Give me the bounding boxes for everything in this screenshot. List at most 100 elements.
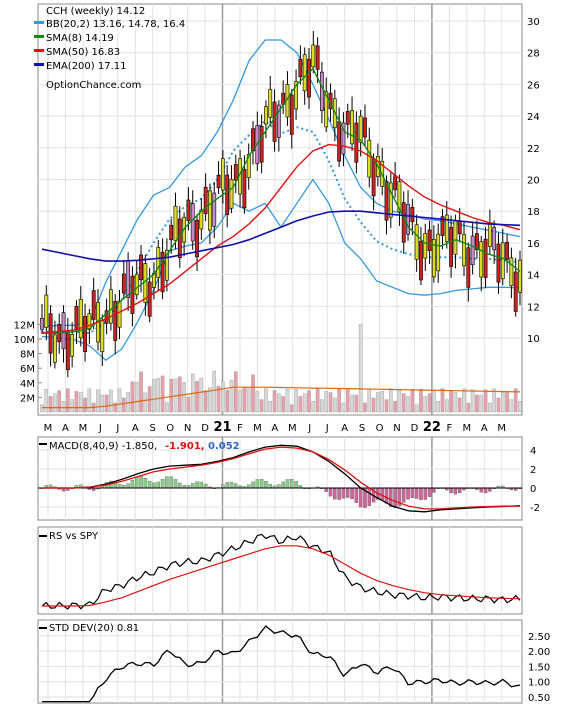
volume-bar: [48, 396, 53, 413]
volume-bar: [40, 404, 44, 413]
candle-body: [100, 320, 105, 353]
month-tick-label: O: [376, 423, 384, 434]
volume-bar: [74, 391, 79, 413]
candle-body: [74, 306, 79, 331]
volume-bar: [475, 394, 479, 413]
volume-bar: [78, 392, 83, 413]
volume-bar: [251, 374, 255, 413]
volume-bar: [233, 371, 238, 413]
std-legend: STD DEV(20) 0.81: [39, 623, 139, 634]
candle-body: [225, 174, 230, 215]
candle-body: [401, 202, 406, 243]
std-legend-swatch: [39, 627, 47, 629]
volume-bar: [53, 393, 57, 413]
macd-histogram-bar: [264, 481, 268, 489]
volume-bar: [199, 378, 204, 413]
macd-tick-label: -2: [530, 503, 540, 514]
legend-ema200: EMA(200) 17.11: [46, 61, 126, 72]
month-tick-label: J: [98, 423, 102, 434]
candle-body: [126, 260, 131, 298]
macd-histogram-bar: [457, 487, 462, 494]
volume-bar: [302, 393, 307, 413]
candle-body: [276, 104, 281, 138]
macd-histogram-bar: [160, 479, 165, 489]
month-tick-label: 22: [423, 420, 441, 435]
candle-body: [268, 89, 273, 118]
price-overlays: [41, 67, 521, 334]
candle-body: [44, 294, 49, 328]
macd-histogram-bar: [294, 481, 298, 489]
ema200-line: [41, 210, 521, 262]
candle-body: [431, 239, 436, 278]
month-tick-label: M: [253, 423, 262, 434]
volume-bar: [376, 392, 380, 413]
legend-sma50: SMA(50) 16.83: [46, 47, 120, 58]
volume-tick-label: 10M: [14, 335, 35, 346]
candle-body: [419, 240, 423, 281]
panel-frame: [37, 436, 523, 521]
candle-body: [220, 158, 225, 191]
macd-histogram-bar: [393, 487, 397, 509]
candle-body: [78, 299, 83, 339]
month-tick-label: J: [325, 423, 329, 434]
macd-histogram-bar: [419, 487, 423, 500]
std-dev-line: [42, 625, 521, 703]
candle-body: [496, 243, 501, 283]
std-tick-label: 1.00: [528, 678, 550, 689]
macd-panel: [38, 444, 522, 513]
candle-body: [367, 139, 372, 178]
candle-body: [199, 209, 204, 230]
month-tick-label: A: [341, 423, 348, 434]
price-tick-label: 14: [527, 271, 540, 282]
candle-body: [87, 313, 92, 330]
volume-bar: [384, 399, 389, 413]
volume-bar: [449, 391, 453, 413]
price-tick-label: 12: [527, 302, 540, 313]
macd-histogram-bar: [328, 487, 333, 497]
candle-body: [164, 249, 169, 281]
volume-bar: [513, 388, 518, 413]
panel-frame: [37, 526, 523, 615]
price-tick-label: 20: [527, 176, 540, 187]
volume-bar: [272, 390, 277, 413]
macd-histogram-bar: [126, 483, 130, 489]
candle-body: [160, 251, 165, 293]
month-tick-label: A: [132, 423, 139, 434]
macd-histogram-bar: [130, 480, 135, 489]
volume-bar: [165, 402, 169, 413]
macd-tick-label: 0: [530, 484, 536, 495]
candle-body: [177, 218, 182, 259]
candle-body: [272, 101, 277, 142]
volume-bar: [307, 390, 311, 413]
volume-bar: [289, 404, 294, 413]
macd-histogram-bar: [169, 476, 173, 489]
volume-average-line: [42, 386, 521, 409]
price-legend: CCH (weekly) 14.12 BB(20,2) 13.16, 14.78…: [34, 6, 185, 91]
candle-body: [354, 122, 359, 163]
std-panel: [42, 625, 521, 703]
watermark: OptionChance.com: [46, 80, 141, 91]
month-tick-label: D: [201, 423, 209, 434]
candle-body: [289, 94, 294, 135]
chart-title: CCH (weekly) 14.12: [46, 6, 145, 17]
volume-bar: [152, 378, 156, 413]
macd-histogram-bar: [290, 479, 294, 489]
volume-bar: [255, 391, 260, 413]
macd-hist-value: 0.052: [208, 441, 240, 452]
volume-bar: [457, 397, 462, 413]
volume-bar: [341, 402, 346, 413]
macd-tick-label: 4: [530, 446, 536, 457]
volume-bar: [479, 394, 484, 413]
candle-body: [509, 257, 514, 287]
volume-bar: [122, 397, 126, 413]
legend-swatch-bb: [34, 21, 44, 24]
axis-labels: M A M J J A S O N D 21 F M A M J J A S O N D 22 F M A M10121416182…: [14, 17, 551, 704]
volume-bar: [264, 388, 268, 413]
rs-average-line: [42, 545, 521, 607]
macd-histogram-bar: [410, 487, 415, 498]
candle-body: [307, 58, 311, 98]
volume-bar: [44, 389, 49, 413]
volume-tick-label: 2M: [20, 393, 35, 404]
volume-bar: [432, 390, 436, 413]
bb-middle-line: [42, 119, 521, 335]
